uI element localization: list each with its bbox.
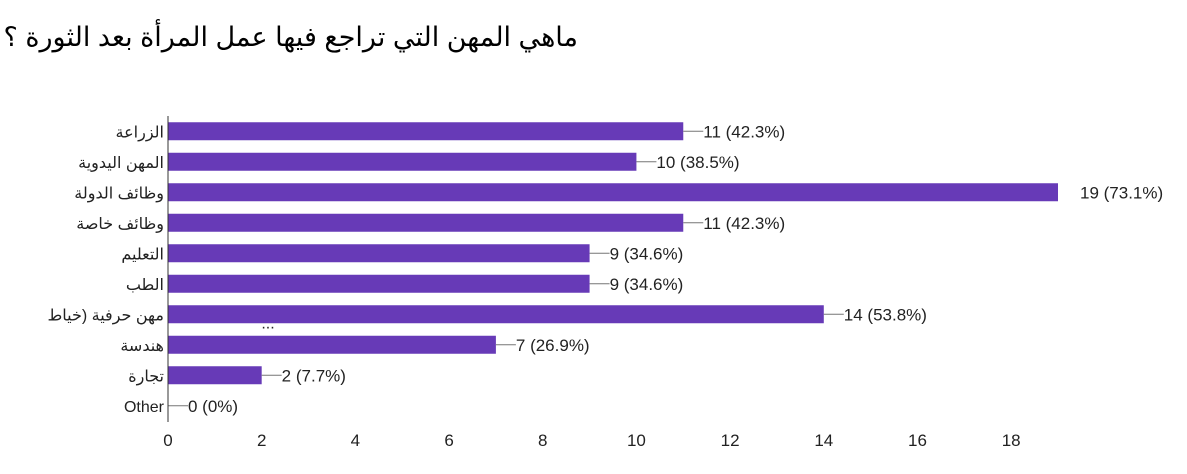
- x-tick-label: 8: [538, 431, 547, 450]
- data-label: 9 (34.6%): [610, 275, 684, 294]
- bar[interactable]: [168, 244, 590, 263]
- truncation-marker: ...: [261, 315, 274, 332]
- category-label: الطب: [126, 277, 164, 294]
- x-tick-label: 10: [627, 431, 646, 450]
- data-label: 9 (34.6%): [610, 244, 684, 263]
- bar[interactable]: [168, 366, 262, 385]
- x-tick-label: 18: [1002, 431, 1021, 450]
- x-tick-label: 4: [351, 431, 360, 450]
- bar[interactable]: [168, 122, 684, 141]
- data-label: 2 (7.7%): [282, 366, 346, 385]
- data-label: 0 (0%): [188, 397, 238, 416]
- data-label: 11 (42.3%): [703, 122, 785, 141]
- bar[interactable]: [168, 152, 637, 171]
- chart-title: ماهي المهن التي تراجع فيها عمل المرأة بع…: [3, 22, 578, 52]
- data-label: 11 (42.3%): [703, 214, 785, 233]
- category-label: وظائف الدولة: [74, 185, 164, 203]
- x-tick-label: 12: [721, 431, 740, 450]
- category-label: Other: [124, 399, 165, 416]
- x-tick-label: 16: [908, 431, 927, 450]
- data-label: 7 (26.9%): [516, 336, 590, 355]
- data-label: 19 (73.1%): [1080, 183, 1163, 202]
- category-label: وظائف خاصة: [76, 216, 164, 234]
- category-label: مهن حرفية (خياط: [47, 307, 164, 325]
- data-label: 10 (38.5%): [656, 153, 739, 172]
- bar[interactable]: [168, 335, 496, 354]
- x-tick-label: 2: [257, 431, 266, 450]
- category-label: التعليم: [121, 246, 164, 263]
- category-label: المهن اليدوية: [78, 155, 164, 173]
- category-label: الزراعة: [116, 124, 164, 142]
- category-label: تجارة: [128, 368, 164, 386]
- category-label: هندسة: [120, 338, 164, 355]
- bar[interactable]: [168, 183, 1058, 202]
- x-tick-label: 6: [444, 431, 453, 450]
- bar[interactable]: [168, 305, 824, 324]
- bar[interactable]: [168, 274, 590, 293]
- bar[interactable]: [168, 213, 684, 232]
- x-tick-label: 14: [814, 431, 833, 450]
- x-tick-label: 0: [163, 431, 172, 450]
- data-label: 14 (53.8%): [844, 305, 927, 324]
